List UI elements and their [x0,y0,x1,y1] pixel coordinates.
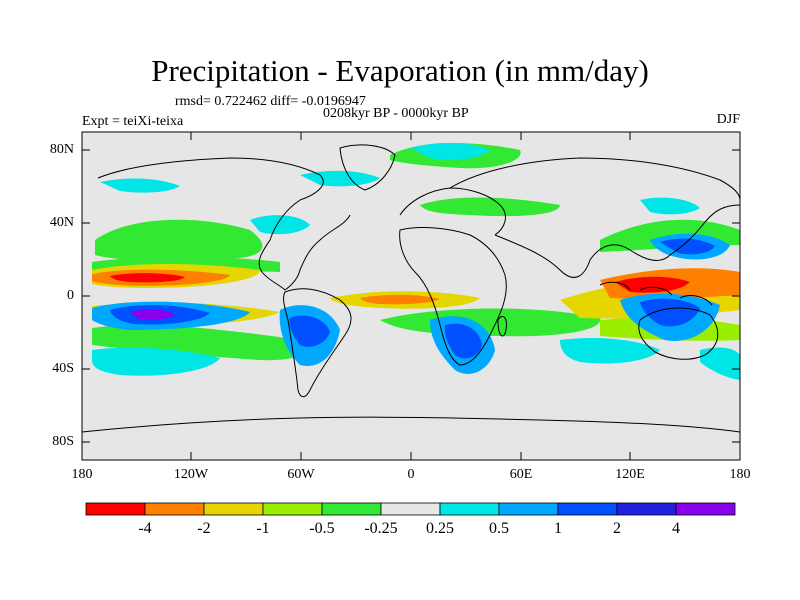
colorbar-label: -4 [138,520,152,537]
y-tick-label: 80S [52,434,74,449]
colorbar-box [321,502,382,516]
x-tick-label: 60W [287,467,315,482]
colorbar-box [616,502,677,516]
colorbar-box [85,502,146,516]
x-tick-label: 120E [615,467,645,482]
season-label: DJF [716,112,740,127]
colorbar-label: -1 [256,520,270,537]
colorbar-label: -2 [197,520,211,537]
axis-ticks [82,132,740,460]
colorbar-label: 0.25 [426,520,454,537]
colorbar-box [262,502,323,516]
colorbar-box [144,502,205,516]
x-tick-label: 0 [407,467,415,482]
y-tick-label: 0 [67,288,74,303]
field-blobs [92,142,740,380]
colorbar-box [557,502,618,516]
x-tick-label: 60E [509,467,533,482]
y-tick-label: 40N [49,215,74,230]
y-tick-label: 40S [52,361,74,376]
colorbar-box [380,502,441,516]
x-tick-label: 120W [173,467,209,482]
experiment-label: Expt = teiXi-teixa [82,114,184,129]
colorbar-box [498,502,559,516]
colorbar-label: -0.25 [364,520,398,537]
x-tick-label: 180 [729,467,751,482]
colorbar-box [439,502,500,516]
colorbar-label: 2 [613,520,621,537]
x-tick-label: 180 [71,467,93,482]
colorbar-boxes [85,502,736,516]
colorbar-label: 4 [672,520,680,537]
y-tick-label: 80N [49,142,74,157]
colorbar-label: 0.5 [489,520,509,537]
colorbar-box [675,502,736,516]
colorbar-box [203,502,264,516]
coastlines [81,144,741,433]
colorbar-label: -0.5 [309,520,335,537]
period-line: 0208kyr BP - 0000kyr BP [323,106,469,121]
colorbar-label: 1 [554,520,562,537]
chart-title: Precipitation - Evaporation (in mm/day) [151,53,649,88]
stats-line: rmsd= 0.722462 diff= -0.0196947 [175,94,366,109]
